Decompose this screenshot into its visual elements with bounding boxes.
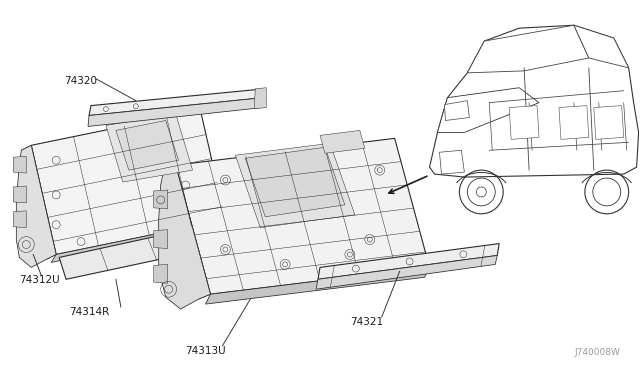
Polygon shape (154, 190, 168, 209)
Polygon shape (13, 211, 26, 228)
Text: 74312U: 74312U (19, 275, 60, 285)
Polygon shape (318, 244, 499, 279)
Polygon shape (31, 110, 225, 254)
Polygon shape (21, 145, 56, 259)
Polygon shape (205, 267, 429, 304)
Polygon shape (316, 256, 497, 289)
Polygon shape (51, 220, 225, 262)
Polygon shape (59, 228, 205, 279)
Polygon shape (164, 165, 211, 299)
Polygon shape (17, 145, 56, 267)
Polygon shape (320, 131, 365, 153)
Text: 74314R: 74314R (69, 307, 109, 317)
Polygon shape (594, 106, 623, 140)
Polygon shape (254, 88, 266, 109)
Polygon shape (159, 165, 211, 309)
Polygon shape (175, 138, 429, 294)
Polygon shape (13, 156, 26, 173)
Text: 74321: 74321 (350, 317, 383, 327)
Text: 74320: 74320 (64, 76, 97, 86)
Polygon shape (574, 25, 628, 68)
Polygon shape (509, 106, 539, 140)
Polygon shape (106, 113, 193, 182)
Polygon shape (13, 186, 26, 203)
Polygon shape (116, 121, 179, 170)
Polygon shape (245, 147, 345, 217)
Polygon shape (467, 25, 589, 73)
Polygon shape (429, 25, 639, 177)
Polygon shape (438, 88, 539, 132)
Text: J740008W: J740008W (575, 348, 621, 357)
Polygon shape (440, 150, 465, 174)
Polygon shape (559, 106, 589, 140)
Polygon shape (236, 143, 355, 228)
Polygon shape (89, 89, 265, 116)
Polygon shape (444, 101, 469, 121)
Polygon shape (154, 230, 168, 248)
Polygon shape (88, 98, 263, 126)
Polygon shape (154, 264, 168, 283)
Text: 74313U: 74313U (186, 346, 226, 356)
